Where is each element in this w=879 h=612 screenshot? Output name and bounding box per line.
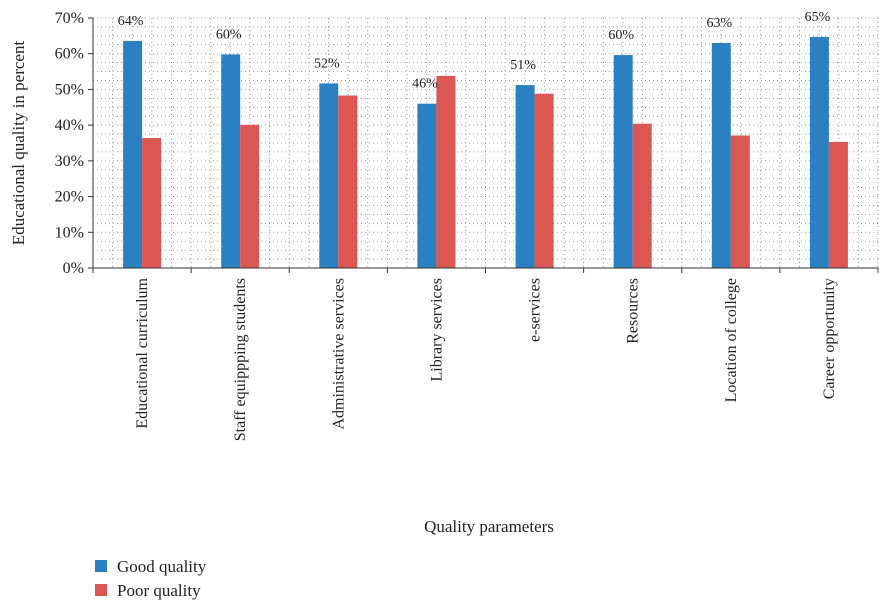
data-label: 63% [706, 16, 732, 31]
data-label: 51% [510, 58, 536, 73]
y-tick-label: 40% [55, 117, 84, 134]
legend-swatch-poor-quality [95, 584, 107, 596]
x-tick-label: Career opportunity [821, 278, 838, 399]
bar-good-quality [810, 37, 829, 268]
bar-poor-quality [436, 76, 455, 268]
y-tick-label: 60% [55, 46, 84, 63]
y-axis-title: Educational quality in percent [9, 41, 28, 246]
y-tick-label: 50% [55, 81, 84, 98]
bar-poor-quality [829, 142, 848, 268]
legend-swatch-good-quality [95, 560, 107, 572]
data-label: 52% [314, 56, 340, 71]
bar-poor-quality [731, 136, 750, 269]
grid [93, 18, 878, 268]
x-tick-label: Educational curriculum [134, 277, 151, 428]
x-tick-label: Staff equippping students [232, 278, 249, 441]
y-tick-label: 20% [55, 189, 84, 206]
axes [88, 18, 878, 273]
bar-poor-quality [338, 96, 357, 269]
y-tick-label: 70% [55, 10, 84, 27]
bar-good-quality [614, 55, 633, 268]
legend-label: Good quality [117, 557, 207, 576]
data-label: 60% [608, 28, 634, 43]
x-tick-label: e-services [527, 278, 544, 342]
bar-good-quality [221, 54, 240, 268]
legend: Good quality Poor quality [95, 557, 207, 600]
data-label: 46% [412, 77, 438, 92]
data-label: 64% [118, 14, 144, 29]
x-tick-label: Library services [428, 278, 445, 382]
bar-good-quality [712, 43, 731, 268]
x-tick-label: Administrative services [330, 278, 347, 430]
data-label: 65% [805, 10, 831, 25]
bar-good-quality [417, 104, 436, 268]
legend-label: Poor quality [117, 581, 201, 600]
y-tick-label: 30% [55, 153, 84, 170]
bar-poor-quality [535, 94, 554, 268]
bar-good-quality [516, 85, 535, 268]
x-tick-label: Resources [625, 278, 642, 344]
bar-poor-quality [633, 124, 652, 268]
bar-good-quality [319, 83, 338, 268]
x-tick-label: Location of college [723, 278, 740, 402]
bar-good-quality [123, 41, 142, 268]
y-tick-label: 10% [55, 224, 84, 241]
data-label: 60% [216, 27, 242, 42]
bar-poor-quality [240, 125, 259, 268]
x-axis-title: Quality parameters [424, 517, 554, 536]
y-tick-label: 0% [63, 260, 84, 277]
bar-poor-quality [142, 138, 161, 268]
